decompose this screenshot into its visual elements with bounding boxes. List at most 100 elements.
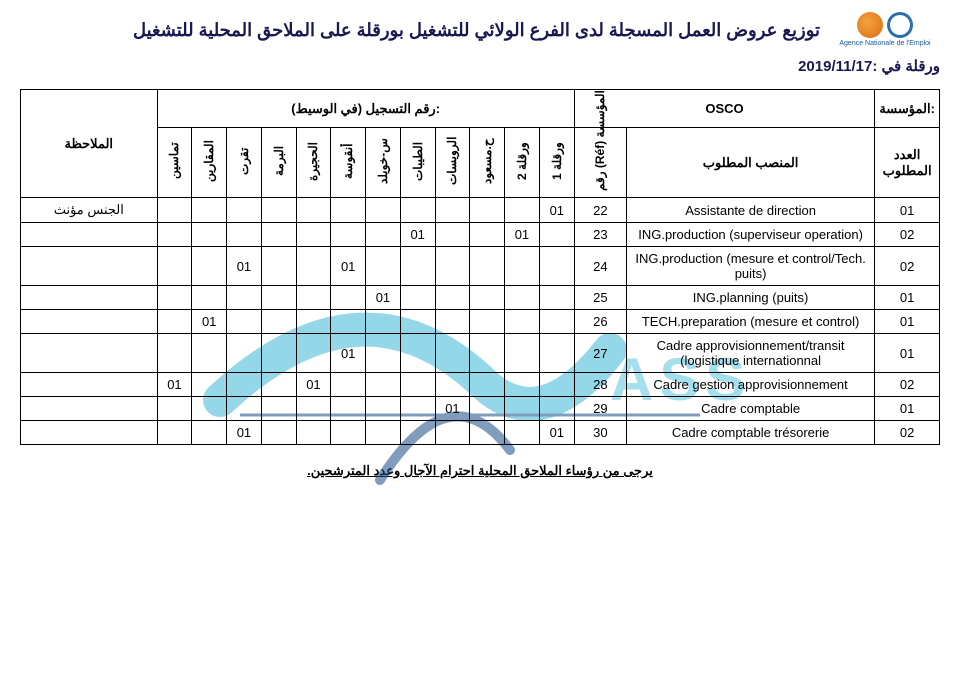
table-row: 010124ING.production (mesure et control/… [21,247,940,286]
cell-count: 01 [875,334,940,373]
col-company-label: المؤسسة: [875,90,940,128]
cell-count: 01 [875,310,940,334]
cell-note [21,373,158,397]
cell-rouissat [435,286,470,310]
cell-touggourt: 01 [227,421,262,445]
cell-hadjira [296,310,331,334]
cell-tamacine [157,286,192,310]
cell-note [21,223,158,247]
cell-megarin [192,223,227,247]
cell-ref: 23 [574,223,626,247]
cell-ouargla2: 01 [505,223,540,247]
cell-count: 02 [875,223,940,247]
cell-rouissat: 01 [435,397,470,421]
cell-touggourt: 01 [227,247,262,286]
cell-count: 02 [875,247,940,286]
cell-count: 02 [875,373,940,397]
cell-borma [261,421,296,445]
cell-post: ING.production (superviseur operation) [626,223,874,247]
cell-ouargla1 [539,286,574,310]
cell-skhouild [366,421,401,445]
cell-ouargla2 [505,334,540,373]
cell-touggourt [227,373,262,397]
cell-ngoussa: 01 [331,247,366,286]
cell-count: 01 [875,286,940,310]
cell-tayibat: 01 [400,223,435,247]
cell-megarin: 01 [192,310,227,334]
table-row: 0127Cadre approvisionnement/transit (log… [21,334,940,373]
col-post: المنصب المطلوب [626,128,874,198]
col-note: الملاحظة [21,90,158,198]
cell-note [21,247,158,286]
cell-tayibat [400,334,435,373]
col-tamacine: تماسين [157,128,192,198]
col-ouargla2: ورقلة 2 [505,128,540,198]
cell-ref: 30 [574,421,626,445]
cell-post: Cadre comptable [626,397,874,421]
cell-tayibat [400,373,435,397]
cell-note: الجنس مؤنث [21,198,158,223]
cell-ouargla1 [539,247,574,286]
cell-skhouild [366,310,401,334]
cell-hmesaoud [470,223,505,247]
cell-ngoussa [331,421,366,445]
cell-rouissat [435,247,470,286]
cell-hadjira [296,421,331,445]
agency-logo: Agence Nationale de l'Emploi [830,12,940,47]
table-row: الجنس مؤنث0122Assistante de direction01 [21,198,940,223]
cell-skhouild [366,198,401,223]
footer-note: يرجى من رؤساء الملاحق المحلية احترام الآ… [20,463,940,479]
col-osco: OSCO [574,90,874,128]
cell-tamacine [157,397,192,421]
cell-note [21,397,158,421]
cell-skhouild [366,223,401,247]
cell-ngoussa: 01 [331,334,366,373]
logo-caption: Agence Nationale de l'Emploi [830,40,940,47]
cell-ngoussa [331,397,366,421]
cell-hmesaoud [470,373,505,397]
cell-tayibat [400,397,435,421]
cell-megarin [192,421,227,445]
cell-megarin [192,198,227,223]
cell-ref: 24 [574,247,626,286]
cell-megarin [192,373,227,397]
cell-tamacine [157,198,192,223]
cell-note [21,286,158,310]
cell-post: Assistante de direction [626,198,874,223]
cell-hadjira [296,286,331,310]
cell-touggourt [227,334,262,373]
table-row: 01 26TECH.preparation (mesure et control)… [21,310,940,334]
cell-ouargla1 [539,310,574,334]
cell-megarin [192,247,227,286]
cell-count: 01 [875,198,940,223]
table-row: 01 01 23ING.production (superviseur operat… [21,223,940,247]
cell-ngoussa [331,310,366,334]
cell-borma [261,286,296,310]
col-hmesaoud: ح.مسعود [470,128,505,198]
cell-borma [261,334,296,373]
cell-ref: 29 [574,397,626,421]
cell-ref: 28 [574,373,626,397]
cell-ref: 22 [574,198,626,223]
cell-borma [261,310,296,334]
cell-hmesaoud [470,310,505,334]
page-title: توزيع عروض العمل المسجلة لدى الفرع الولا… [20,12,820,41]
col-touggourt: تقرت [227,128,262,198]
cell-touggourt [227,198,262,223]
table-row: 0125ING.planning (puits)01 [21,286,940,310]
cell-tayibat [400,198,435,223]
cell-post: TECH.preparation (mesure et control) [626,310,874,334]
cell-ref: 26 [574,310,626,334]
cell-tayibat [400,247,435,286]
cell-hadjira [296,198,331,223]
cell-hadjira [296,334,331,373]
col-tayibat: الطيبات [400,128,435,198]
cell-tayibat [400,286,435,310]
cell-skhouild [366,334,401,373]
cell-hadjira [296,397,331,421]
cell-skhouild [366,373,401,397]
col-hadjira: الحجيرة [296,128,331,198]
cell-rouissat [435,223,470,247]
offers-table: الملاحظة رقم التسجيل (في الوسيط): OSCO ا… [20,89,940,445]
cell-hmesaoud [470,286,505,310]
